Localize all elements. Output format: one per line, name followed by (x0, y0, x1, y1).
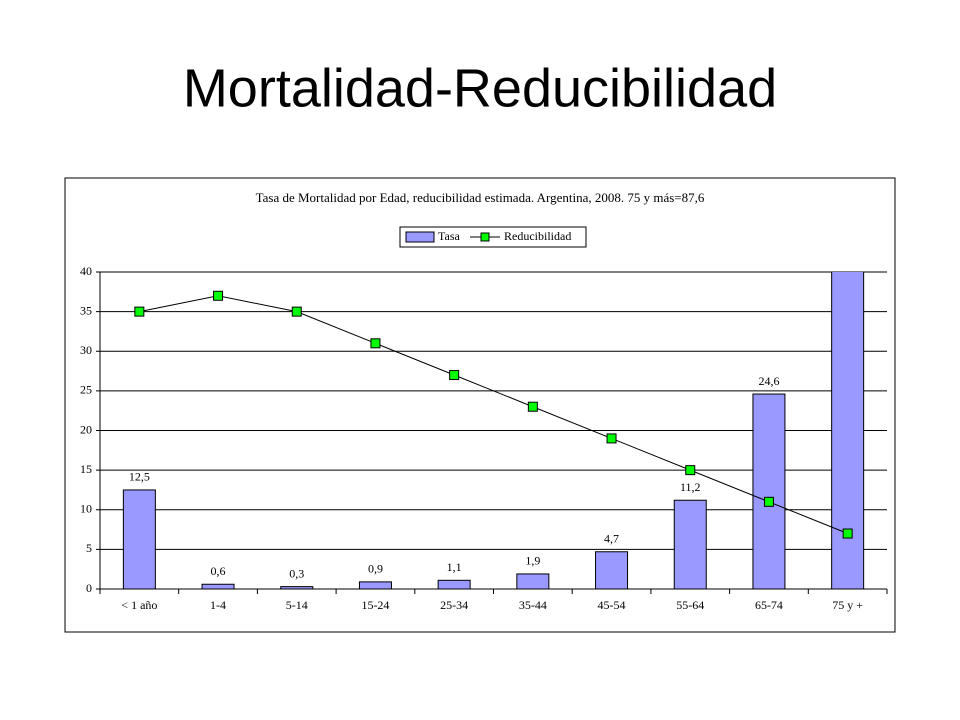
data-label: 12,5 (129, 470, 150, 484)
legend-label: Reducibilidad (504, 229, 571, 243)
marker (842, 528, 853, 539)
legend-marker (480, 232, 490, 242)
y-tick-label: 30 (80, 343, 92, 357)
x-tick-label: < 1 año (121, 598, 157, 612)
slide-title: Mortalidad-Reducibilidad (183, 58, 777, 118)
x-tick-label: 75 y + (832, 598, 863, 612)
x-tick-label: 25-34 (440, 598, 468, 612)
data-label: 0,9 (368, 562, 383, 576)
y-tick-label: 40 (80, 264, 92, 278)
x-tick-label: 15-24 (361, 598, 389, 612)
x-tick-label: 65-74 (755, 598, 783, 612)
x-tick-label: 1-4 (210, 598, 226, 612)
bar (595, 551, 629, 589)
x-tick-label: 5-14 (286, 598, 308, 612)
bar (831, 272, 865, 589)
marker (606, 433, 617, 444)
data-label: 24,6 (758, 374, 779, 388)
bar (280, 586, 314, 589)
y-tick-label: 0 (86, 581, 92, 595)
legend-label: Tasa (438, 229, 460, 243)
marker (449, 370, 460, 381)
y-tick-label: 25 (80, 383, 92, 397)
chart-title: Tasa de Mortalidad por Edad, reducibilid… (256, 190, 705, 205)
x-tick-label: 45-54 (598, 598, 626, 612)
bar (437, 579, 471, 589)
data-label: 1,9 (525, 554, 540, 568)
y-tick-label: 15 (80, 462, 92, 476)
bar (122, 489, 156, 589)
marker (213, 290, 224, 301)
legend-swatch (405, 231, 435, 243)
marker (291, 306, 302, 317)
bar (516, 573, 550, 589)
y-tick-label: 10 (80, 502, 92, 516)
marker (763, 496, 774, 507)
data-label: 11,2 (680, 480, 701, 494)
y-tick-label: 20 (80, 422, 92, 436)
data-label: 1,1 (447, 560, 462, 574)
marker (685, 465, 696, 476)
bar (201, 583, 235, 589)
line (139, 295, 848, 534)
marker (527, 401, 538, 412)
x-tick-label: 55-64 (676, 598, 704, 612)
x-tick-label: 35-44 (519, 598, 547, 612)
bar (358, 581, 392, 589)
data-label: 0,3 (289, 566, 304, 580)
data-label: 4,7 (604, 532, 619, 546)
y-tick-label: 5 (86, 541, 92, 555)
bar (673, 499, 707, 589)
plot-area (122, 272, 865, 589)
bar (752, 393, 786, 589)
marker (370, 338, 381, 349)
y-tick-label: 35 (80, 303, 92, 317)
data-label: 0,6 (211, 564, 226, 578)
marker (134, 306, 145, 317)
